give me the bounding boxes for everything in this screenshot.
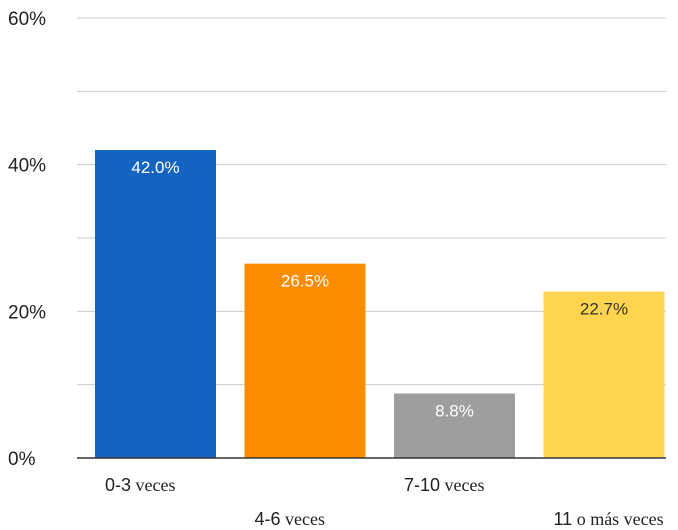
- bar: [394, 393, 515, 458]
- data-label: 8.8%: [435, 401, 474, 420]
- data-label: 26.5%: [281, 272, 329, 291]
- bar: [543, 291, 665, 458]
- x-category-label: 4-6 veces: [255, 509, 326, 529]
- data-label: 22.7%: [580, 300, 628, 319]
- y-tick-label: 0%: [8, 449, 36, 470]
- x-category-label: 0-3 veces: [105, 475, 176, 495]
- data-label: 42.0%: [131, 158, 179, 177]
- y-tick-label: 40%: [8, 156, 46, 177]
- bar: [95, 150, 216, 458]
- x-category-label: 11 o más veces: [554, 509, 664, 529]
- bar: [244, 263, 366, 458]
- x-category-label: 7-10 veces: [404, 475, 485, 495]
- y-tick-label: 20%: [8, 302, 46, 323]
- y-tick-label: 60%: [8, 9, 46, 30]
